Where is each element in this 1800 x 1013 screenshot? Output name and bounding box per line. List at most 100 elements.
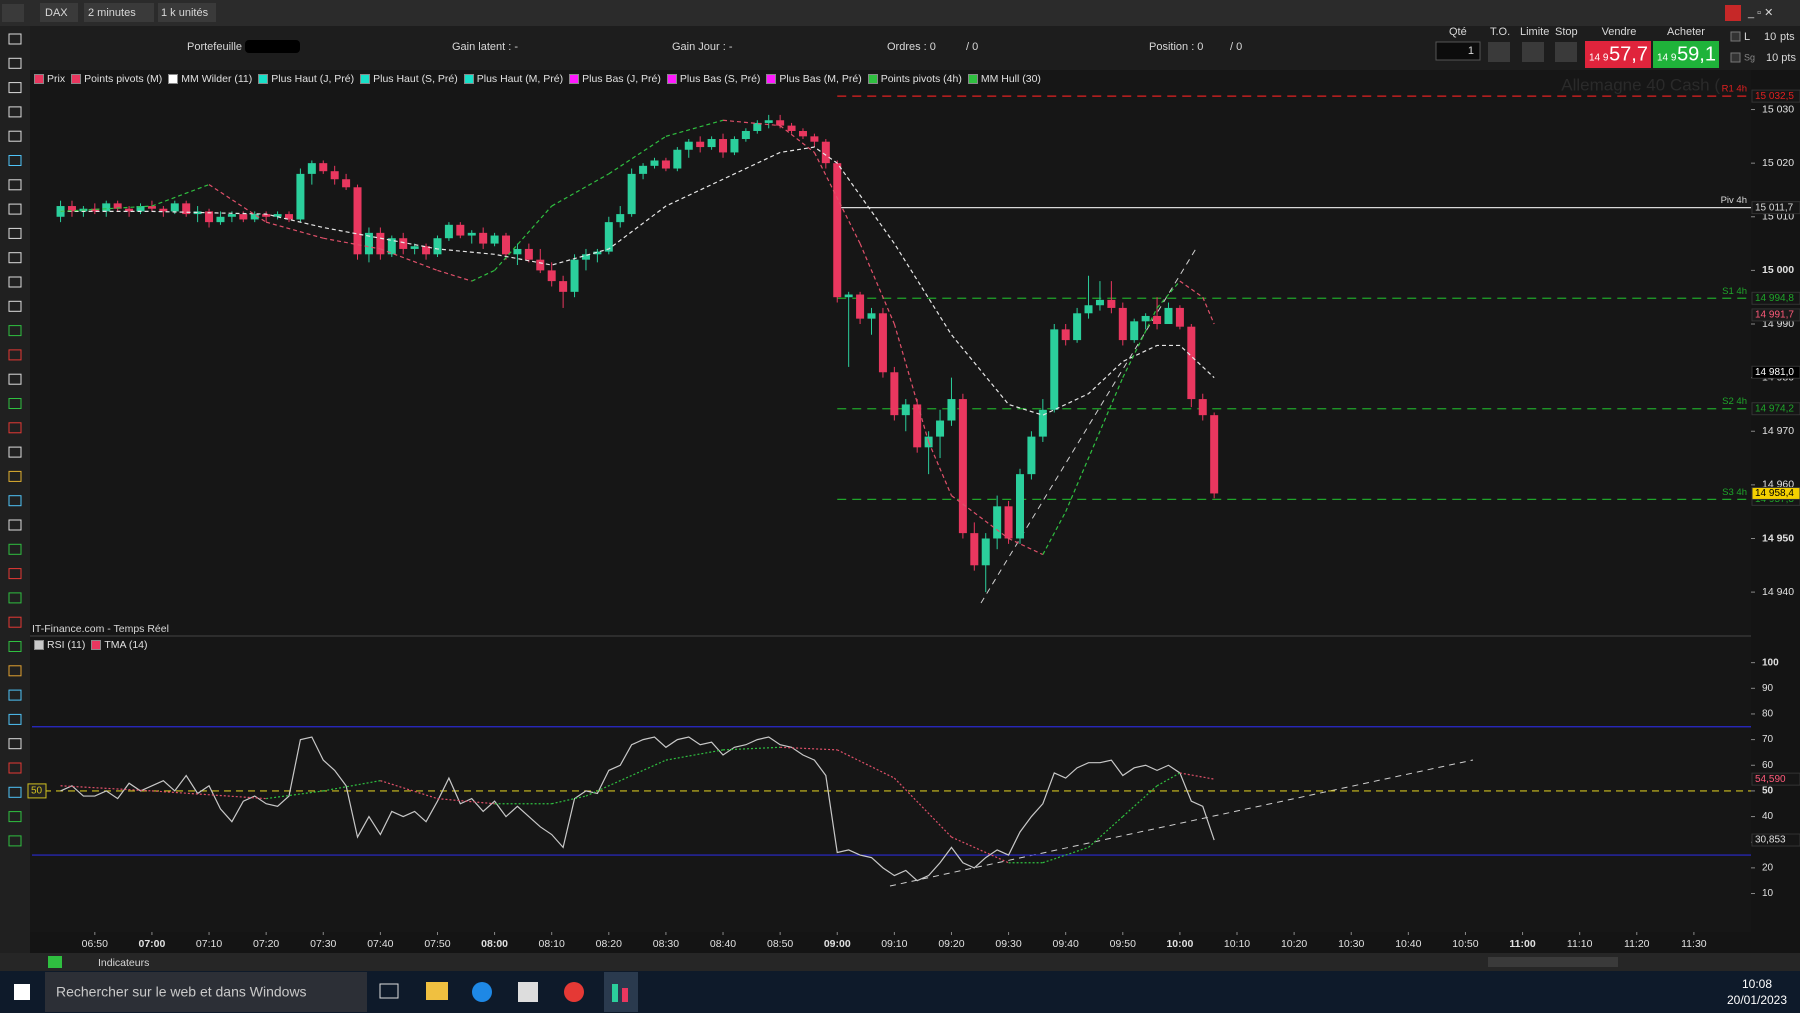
y-tick-label: 15 020 [1762,157,1794,169]
sg-checkbox[interactable] [1730,52,1741,63]
buy-button[interactable] [1653,41,1719,68]
tool-icon[interactable] [8,398,22,409]
buy-prefix[interactable]: 14 9 [1657,53,1677,64]
sell-price[interactable]: 57,7 [1609,43,1648,65]
tool-icon[interactable] [8,738,22,750]
orders[interactable]: Ordres : 0 [887,41,936,53]
tool-icon[interactable] [8,568,22,580]
candle-body [147,206,156,209]
timeframe-dropdown[interactable] [84,3,154,22]
window-controls[interactable]: _ ▫ ✕ [1747,7,1773,19]
units[interactable]: 1 k unités [161,7,209,19]
position[interactable]: Position : 0 [1149,41,1203,53]
sell-button[interactable] [1585,41,1651,68]
tool-icon[interactable] [8,495,22,507]
search-text[interactable]: Rechercher sur le web et dans Windows [56,984,307,1000]
tool-icon[interactable] [8,300,22,312]
legend-item[interactable]: Plus Haut (S, Pré) [360,73,458,85]
buy-price[interactable]: 59,1 [1677,43,1716,65]
legend-item[interactable]: Plus Bas (J, Pré) [569,73,661,85]
tool-icon[interactable] [8,203,22,215]
candle-body [250,214,259,220]
tool-icon[interactable] [8,616,22,628]
stop-button[interactable] [1555,42,1577,62]
tool-icon[interactable] [8,519,22,531]
position-sub[interactable]: / 0 [1230,41,1242,53]
legend-item[interactable]: MM Hull (30) [967,73,1041,85]
legend-item[interactable]: Points pivots (M) [71,73,162,85]
level-tag-box [27,783,47,799]
legend-item[interactable]: TMA (14) [91,639,148,651]
legend-item[interactable]: Plus Haut (J, Pré) [258,73,354,85]
orders-sub[interactable]: / 0 [966,41,978,53]
tool-icon[interactable] [8,252,22,264]
search-box[interactable] [45,972,367,1012]
legend-item[interactable]: MM Wilder (11) [168,73,252,85]
tool-icon[interactable] [8,106,22,118]
indicators-icon[interactable] [48,956,62,968]
tool-icon[interactable] [8,543,22,555]
tool-icon[interactable] [8,689,22,701]
tool-icon[interactable] [8,422,22,434]
tool-icon[interactable] [8,349,22,361]
symbol[interactable]: DAX [45,7,68,19]
legend-item[interactable]: RSI (11) [34,639,85,651]
to-button[interactable] [1488,42,1510,62]
task-view-icon[interactable] [379,983,399,999]
tool-icon[interactable] [8,82,22,94]
tool-icon[interactable] [8,373,22,385]
l-checkbox[interactable] [1730,31,1741,42]
clock-date[interactable]: 20/01/2023 [1727,993,1787,1007]
tool-icon[interactable] [8,276,22,288]
clock-time[interactable]: 10:08 [1742,977,1772,991]
app-bar-icon[interactable] [622,988,628,1002]
tool-icon[interactable] [8,786,22,798]
tool-icon[interactable] [8,592,22,604]
symbol-dropdown[interactable] [40,3,78,22]
legend-item[interactable]: Plus Bas (M, Pré) [766,73,862,85]
y-tick-label: 60 [1762,760,1774,771]
app-icon[interactable] [2,4,24,22]
explorer-icon[interactable] [426,982,448,1000]
scrollbar[interactable] [1488,957,1618,967]
app-bar-icon[interactable] [612,984,618,1002]
tool-icon[interactable] [8,713,22,725]
tool-icon[interactable] [8,446,22,458]
legend-item[interactable]: Prix [34,73,65,85]
active-app[interactable] [604,972,638,1012]
tool-icon[interactable] [8,155,22,166]
tool-icon[interactable] [8,665,22,677]
tool-icon[interactable] [8,179,22,191]
tool-icon[interactable] [8,811,22,823]
timeframe[interactable]: 2 minutes [88,7,136,19]
legend-swatch [34,74,44,84]
start-button[interactable] [14,984,30,1000]
tool-icon[interactable] [8,325,22,337]
l-value[interactable]: 10 [1764,31,1776,43]
qty[interactable]: 1 [1468,45,1474,57]
qty-input[interactable] [1435,41,1481,61]
sell-prefix[interactable]: 14 9 [1589,53,1609,64]
refresh-icon[interactable] [1725,5,1741,21]
trendline[interactable] [980,246,1198,604]
tool-icon[interactable] [8,641,22,652]
tool-icon[interactable] [8,130,22,142]
legend-item[interactable]: Plus Bas (S, Pré) [666,73,760,85]
units-dropdown[interactable] [158,3,216,22]
indicators-button[interactable]: Indicateurs [98,957,149,969]
tool-icon[interactable] [8,33,22,45]
legend-item[interactable]: Plus Haut (M, Pré) [463,73,563,85]
sg-value[interactable]: 10 pts [1766,52,1796,64]
limit-button[interactable] [1522,42,1544,62]
edge-icon[interactable] [472,982,492,1002]
tool-icon[interactable] [8,470,22,482]
indicator-segment [380,780,438,800]
tool-icon[interactable] [8,835,22,847]
legend-item[interactable]: Points pivots (4h) [867,73,962,85]
tool-icon[interactable] [8,57,22,69]
tool-icon[interactable] [8,227,22,239]
tool-icon[interactable] [8,762,22,774]
opera-icon[interactable] [564,982,584,1002]
store-icon[interactable] [518,982,538,1002]
trendline[interactable] [889,759,1474,887]
